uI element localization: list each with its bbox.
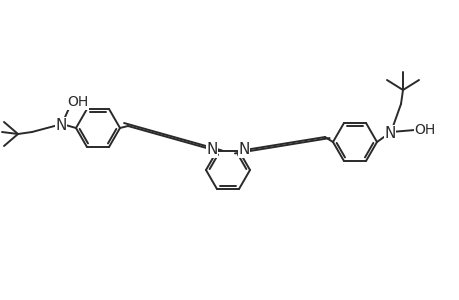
Text: N: N — [238, 142, 249, 158]
Text: OH: OH — [67, 95, 89, 109]
Text: N: N — [206, 142, 217, 158]
Text: N: N — [383, 125, 395, 140]
Text: OH: OH — [414, 123, 435, 137]
Text: N: N — [55, 118, 67, 133]
